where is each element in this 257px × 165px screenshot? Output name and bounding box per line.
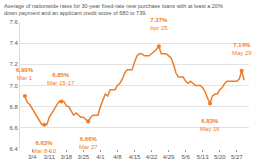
svg-text:4/15: 4/15 bbox=[129, 154, 141, 160]
svg-text:3/18: 3/18 bbox=[60, 154, 72, 160]
svg-text:7.14%May 29: 7.14%May 29 bbox=[232, 42, 252, 56]
svg-text:7.6: 7.6 bbox=[9, 19, 18, 25]
svg-text:6.85%Mar 15-17: 6.85%Mar 15-17 bbox=[47, 72, 75, 86]
svg-text:Average of nationwide rates fo: Average of nationwide rates for 30-year … bbox=[4, 3, 223, 16]
svg-text:3/25: 3/25 bbox=[77, 154, 89, 160]
svg-text:7.4: 7.4 bbox=[9, 40, 18, 46]
svg-text:6.63%Mar 8-10: 6.63%Mar 8-10 bbox=[32, 140, 57, 154]
svg-text:3/11: 3/11 bbox=[44, 154, 56, 160]
svg-text:4/8: 4/8 bbox=[113, 154, 122, 160]
svg-text:5/6: 5/6 bbox=[181, 154, 190, 160]
svg-text:6.6: 6.6 bbox=[9, 125, 18, 131]
svg-text:4/29: 4/29 bbox=[163, 154, 175, 160]
svg-text:6.66%Mar 27: 6.66%Mar 27 bbox=[79, 136, 98, 150]
svg-text:4/22: 4/22 bbox=[146, 154, 158, 160]
svg-text:6.83%May 16: 6.83%May 16 bbox=[200, 118, 220, 132]
svg-text:4/1: 4/1 bbox=[96, 154, 105, 160]
svg-text:5/27: 5/27 bbox=[231, 154, 243, 160]
svg-text:6.90%Mar 1: 6.90%Mar 1 bbox=[16, 67, 34, 81]
svg-text:5/13: 5/13 bbox=[197, 154, 209, 160]
svg-text:6.4: 6.4 bbox=[9, 146, 18, 152]
svg-text:7.0: 7.0 bbox=[9, 83, 18, 89]
svg-text:6.8: 6.8 bbox=[9, 104, 18, 110]
svg-text:3/4: 3/4 bbox=[28, 154, 37, 160]
svg-text:5/20: 5/20 bbox=[214, 154, 226, 160]
svg-text:7.2: 7.2 bbox=[9, 61, 18, 67]
svg-text:7.37%Apr 25: 7.37%Apr 25 bbox=[150, 17, 168, 31]
